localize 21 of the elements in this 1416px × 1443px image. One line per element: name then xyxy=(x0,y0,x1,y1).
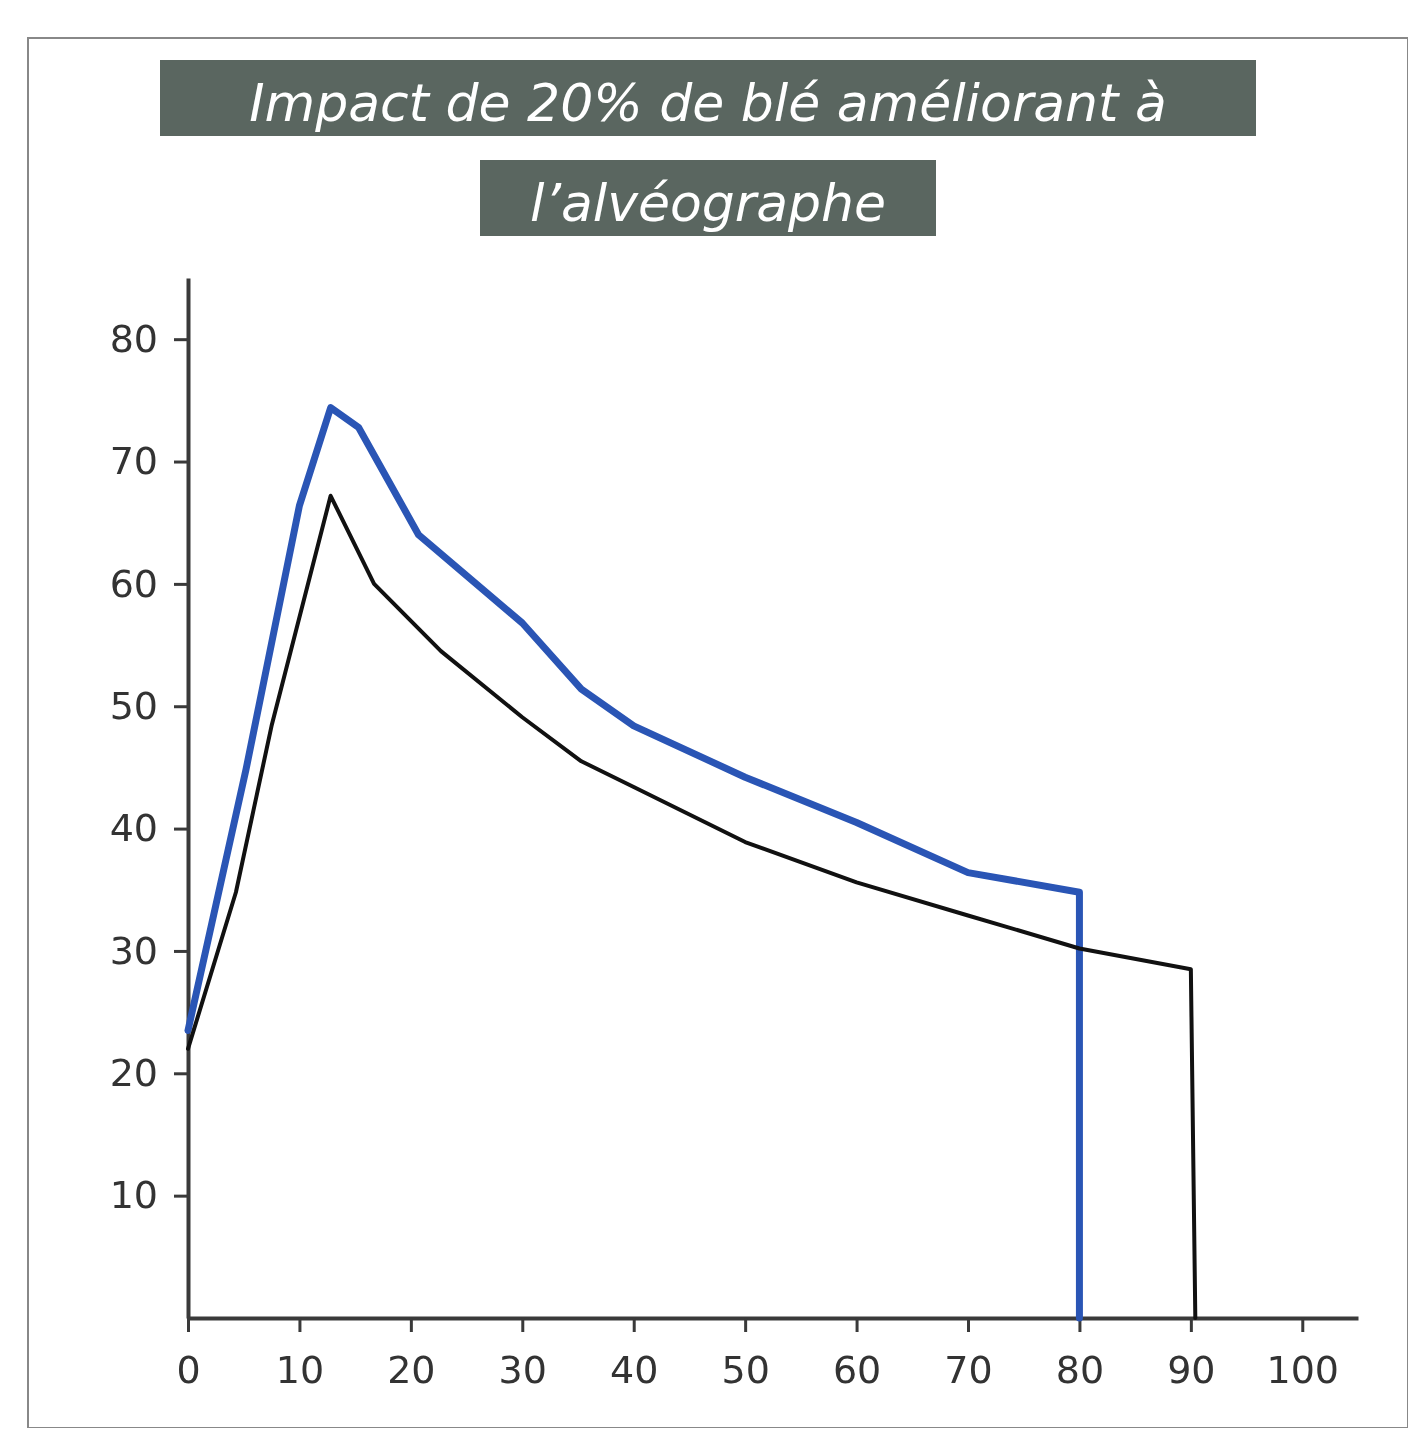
chart-title: Impact de 20% de blé améliorant à l’alvéographe xyxy=(249,73,1167,233)
y-tick-label: 80 xyxy=(109,316,158,361)
y-tick-label: 70 xyxy=(109,439,158,484)
y-tick-label: 30 xyxy=(109,928,158,973)
y-tick-label: 40 xyxy=(109,806,158,851)
y-tick-label: 50 xyxy=(109,683,158,728)
x-tick-label: 0 xyxy=(176,1347,201,1392)
x-tick-label: 30 xyxy=(498,1347,547,1392)
y-tick-label: 60 xyxy=(109,561,158,606)
x-tick-label: 40 xyxy=(610,1347,659,1392)
x-tick-label: 80 xyxy=(1055,1347,1105,1392)
x-tick-label: 10 xyxy=(275,1347,325,1392)
x-tick-label: 90 xyxy=(1167,1347,1216,1392)
y-tick-label: 10 xyxy=(109,1173,158,1218)
x-tick-label: 100 xyxy=(1266,1347,1340,1392)
x-tick-label: 50 xyxy=(721,1347,770,1392)
line-series xyxy=(186,493,1198,1320)
x-tick-label: 20 xyxy=(387,1347,436,1392)
y-tick-label: 20 xyxy=(109,1050,158,1095)
x-tick-label: 70 xyxy=(944,1347,993,1392)
x-tick-label: 60 xyxy=(832,1347,882,1392)
